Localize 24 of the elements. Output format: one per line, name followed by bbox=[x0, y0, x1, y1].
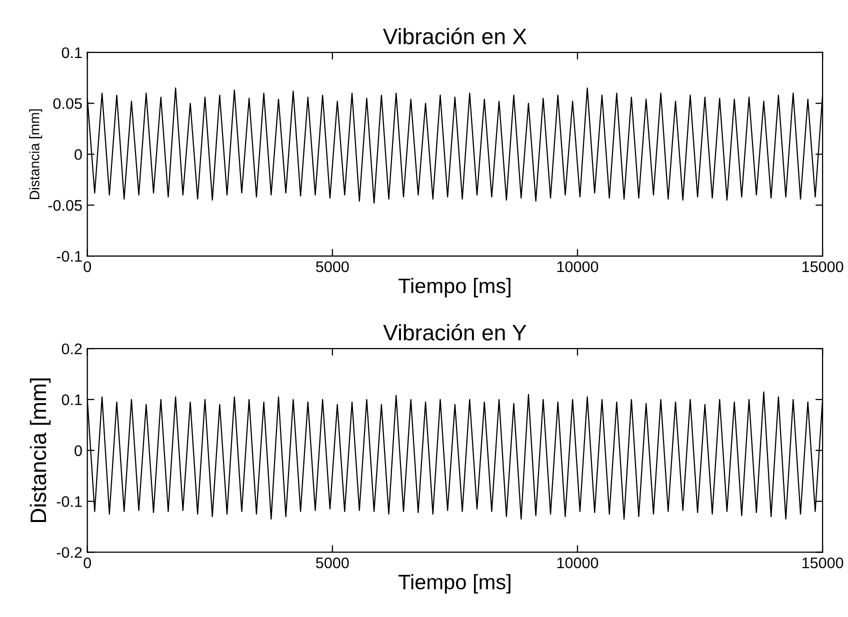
y-tick-label: 0.2 bbox=[62, 343, 82, 354]
y-tick-label: 0.1 bbox=[62, 47, 82, 58]
x-tick-label: 0 bbox=[84, 261, 91, 272]
x-axis-title: Tiempo [ms] bbox=[398, 278, 510, 298]
chart-title: Vibración en Y bbox=[383, 324, 526, 340]
x-tick-label: 10000 bbox=[557, 261, 598, 272]
y-axis-title: Distancia [mm] bbox=[30, 378, 51, 522]
y-tick-label: 0 bbox=[74, 445, 82, 456]
x-axis-title: Tiempo [ms] bbox=[398, 574, 510, 594]
chart-title: Vibración en X bbox=[382, 28, 527, 44]
y-tick-label: 0 bbox=[74, 149, 82, 160]
y-axis-title: Distancia [mm] bbox=[29, 109, 42, 200]
y-tick-label: 0.1 bbox=[62, 394, 82, 406]
x-tick-label: 10000 bbox=[557, 557, 598, 568]
x-tick-label: 0 bbox=[84, 557, 91, 568]
x-tick-label: 5000 bbox=[316, 261, 349, 272]
x-tick-label: 15000 bbox=[802, 557, 844, 568]
x-tick-label: 5000 bbox=[316, 557, 349, 568]
y-tick-label: -0.1 bbox=[56, 496, 82, 507]
y-tick-label: 0.05 bbox=[53, 98, 82, 110]
y-tick-label: -0.1 bbox=[56, 250, 82, 262]
y-tick-label: -0.2 bbox=[56, 547, 82, 558]
x-tick-label: 15000 bbox=[802, 261, 844, 272]
y-tick-label: -0.05 bbox=[48, 200, 82, 211]
